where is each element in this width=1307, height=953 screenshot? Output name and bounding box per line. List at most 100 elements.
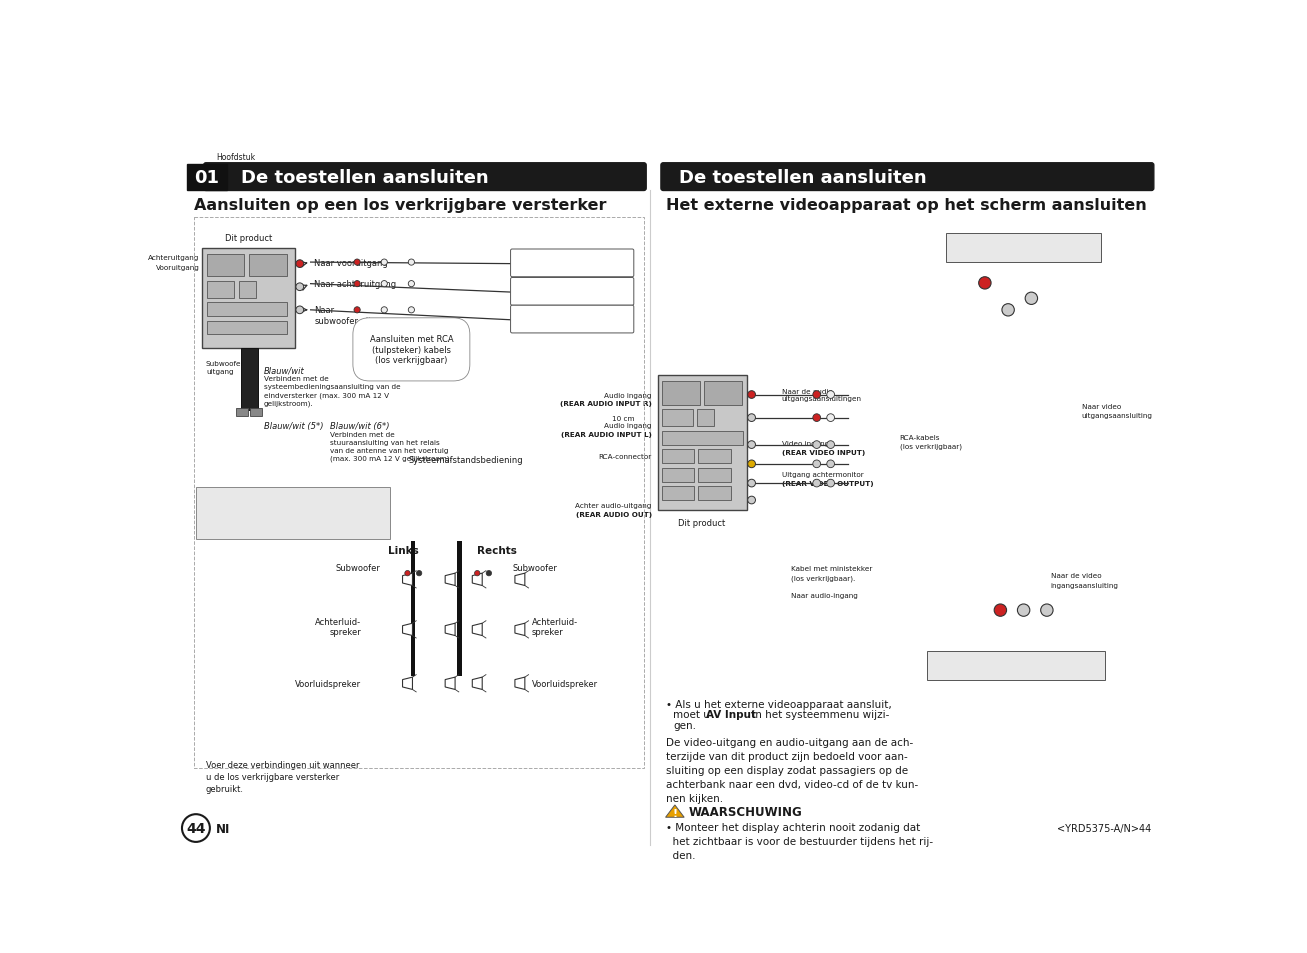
Circle shape [408,281,414,288]
Text: uitgangsaansluiting: uitgangsaansluiting [1082,413,1153,419]
Text: Rechts: Rechts [477,545,516,555]
Text: Achter audio-uitgang: Achter audio-uitgang [575,502,652,508]
Bar [250,409,261,416]
Bar [195,218,644,768]
Bar [661,410,693,427]
Circle shape [382,281,387,288]
Circle shape [295,260,303,268]
Bar [698,468,731,482]
Bar [410,541,416,676]
Text: (los verkrijgbaar).: (los verkrijgbaar). [791,575,855,581]
Text: Naar de audio: Naar de audio [782,388,833,395]
Text: Eindversterker: Eindversterker [541,283,604,292]
Text: (REAR AUDIO INPUT R): (REAR AUDIO INPUT R) [559,400,652,407]
Polygon shape [515,574,525,586]
Text: Eindversterker: Eindversterker [541,254,604,263]
Bar [207,303,288,316]
Circle shape [1040,604,1053,617]
Circle shape [182,814,210,842]
Text: Aansluiten met RCA
(tulpsteker) kabels
(los verkrijgbaar): Aansluiten met RCA (tulpsteker) kabels (… [370,335,454,365]
Text: uitgang: uitgang [207,369,234,375]
Text: Hoofdstuk: Hoofdstuk [216,153,255,162]
Polygon shape [515,623,525,636]
Circle shape [827,415,835,422]
Text: Aansluiten op een los verkrijgbare versterker: Aansluiten op een los verkrijgbare verst… [195,197,606,213]
Text: NI: NI [216,821,230,835]
Text: (los verkrijgbaar): (los verkrijgbaar) [536,320,609,329]
Bar [203,249,295,349]
Text: Naar achteruitgang: Naar achteruitgang [315,280,396,289]
FancyBboxPatch shape [661,164,1154,192]
Polygon shape [515,678,525,690]
Circle shape [748,392,755,399]
Text: Voorluidspreker: Voorluidspreker [295,679,361,688]
Text: Naar
subwoofer-uitgang: Naar subwoofer-uitgang [315,306,393,325]
Text: RCA-kabels: RCA-kabels [899,435,940,440]
FancyBboxPatch shape [511,306,634,334]
Bar [457,541,461,676]
Text: Links: Links [388,545,420,555]
Text: Naar vooruitgang: Naar vooruitgang [315,258,388,267]
Bar [196,487,389,539]
Polygon shape [446,623,455,636]
Text: (REAR VIDEO OUTPUT): (REAR VIDEO OUTPUT) [782,480,873,487]
Circle shape [748,497,755,504]
Circle shape [295,284,303,292]
FancyBboxPatch shape [511,278,634,306]
Text: • Monteer het display achterin nooit zodanig dat
  het zichtbaar is voor de best: • Monteer het display achterin nooit zod… [665,822,933,860]
Polygon shape [403,574,413,586]
Text: Subwoofer: Subwoofer [512,563,557,573]
Bar [697,410,714,427]
Circle shape [827,392,835,399]
Text: gen.: gen. [673,720,697,730]
Bar [237,409,248,416]
Polygon shape [403,623,413,636]
Text: Voorluidspreker: Voorluidspreker [532,679,597,688]
Text: (los verkrijgbaar): (los verkrijgbaar) [536,264,609,273]
Circle shape [408,260,414,266]
Bar [207,281,234,298]
Text: ingangsaansluitingen (los verkrijgbaar): ingangsaansluitingen (los verkrijgbaar) [948,667,1085,674]
Polygon shape [446,574,455,586]
FancyBboxPatch shape [511,250,634,277]
Circle shape [474,571,480,577]
Circle shape [354,281,361,288]
Text: (los verkrijgbaar): (los verkrijgbaar) [536,293,609,301]
Bar [207,321,288,335]
Circle shape [813,441,821,449]
Text: (REAR VIDEO INPUT): (REAR VIDEO INPUT) [782,450,865,456]
Text: AV Input: AV Input [706,710,755,720]
Text: in het systeemmenu wijzi-: in het systeemmenu wijzi- [749,710,890,720]
Bar [187,164,227,191]
Text: 44: 44 [186,821,205,835]
Bar [661,487,694,500]
Text: Vooruitgang: Vooruitgang [156,264,200,271]
Polygon shape [403,678,413,690]
Text: uitgangsaansluitingen: uitgangsaansluitingen [782,395,861,402]
Circle shape [748,415,755,422]
Bar [661,382,701,405]
Text: Audio ingang: Audio ingang [604,423,652,429]
Circle shape [748,460,755,468]
Text: Blauw/wit: Blauw/wit [264,366,305,375]
Circle shape [748,479,755,487]
Text: Video ingang: Video ingang [782,440,829,447]
Text: WAARSCHUWING: WAARSCHUWING [689,804,802,818]
Circle shape [382,308,387,314]
Text: Naar video: Naar video [1082,404,1121,410]
Text: Het externe videoapparaat op het scherm aansluiten: Het externe videoapparaat op het scherm … [665,197,1146,213]
Circle shape [486,571,491,577]
Bar [661,450,694,463]
Circle shape [827,441,835,449]
Circle shape [813,392,821,399]
Text: De toestellen aansluiten: De toestellen aansluiten [240,169,489,187]
Text: Kabel met ministekker: Kabel met ministekker [791,565,873,571]
Text: De pinpositie van de ISO-connector verschilt
naargelang het type voertuig. Als p: De pinpositie van de ISO-connector versc… [200,491,380,521]
Polygon shape [665,805,684,818]
Circle shape [813,415,821,422]
Circle shape [748,441,755,449]
Circle shape [354,308,361,314]
Bar [240,349,257,411]
Circle shape [813,460,821,468]
Circle shape [827,479,835,487]
